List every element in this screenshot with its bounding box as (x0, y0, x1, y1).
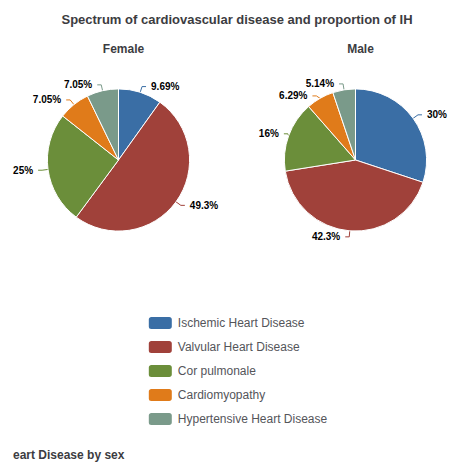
svg-text:Cardiomyopathy: Cardiomyopathy (178, 388, 265, 402)
svg-text:5.14%: 5.14% (306, 78, 334, 89)
svg-text:42.3%: 42.3% (312, 231, 340, 242)
svg-text:7.05%: 7.05% (33, 94, 61, 105)
svg-text:Valvular Heart Disease: Valvular Heart Disease (178, 340, 300, 354)
svg-text:Female: Female (103, 42, 145, 56)
svg-text:Hypertensive Heart Disease: Hypertensive Heart Disease (178, 412, 328, 426)
svg-text:30%: 30% (427, 109, 447, 120)
svg-text:7.05%: 7.05% (64, 79, 92, 90)
svg-text:Male: Male (347, 42, 374, 56)
svg-text:9.69%: 9.69% (151, 81, 179, 92)
svg-text:Cor pulmonale: Cor pulmonale (178, 364, 256, 378)
svg-text:Ischemic Heart Disease: Ischemic Heart Disease (178, 316, 305, 330)
svg-text:16%: 16% (259, 128, 279, 139)
svg-text:25%: 25% (13, 165, 33, 176)
svg-text:6.29%: 6.29% (279, 90, 307, 101)
svg-text:eart Disease by sex: eart Disease by sex (13, 448, 125, 462)
svg-text:49.3%: 49.3% (190, 200, 218, 211)
svg-text:Spectrum of cardiovascular dis: Spectrum of cardiovascular disease and p… (61, 12, 412, 27)
